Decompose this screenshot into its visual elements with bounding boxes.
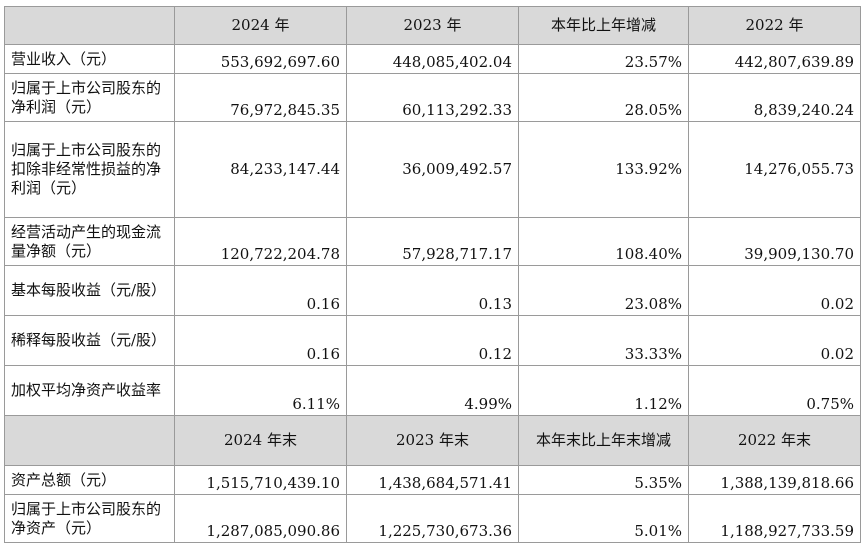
table-row: 加权平均净资产收益率 6.11% 4.99% 1.12% 0.75% bbox=[4, 365, 861, 416]
table-row: 稀释每股收益（元/股） 0.16 0.12 33.33% 0.02 bbox=[4, 315, 861, 366]
table-row: 经营活动产生的现金流量净额（元） 120,722,204.78 57,928,7… bbox=[4, 217, 861, 266]
cell-2022-end: 1,188,927,733.59 bbox=[688, 494, 861, 543]
cell-2023-end: 1,438,684,571.41 bbox=[346, 465, 519, 495]
cell-change: 133.92% bbox=[518, 121, 689, 218]
row-label: 基本每股收益（元/股） bbox=[4, 265, 175, 316]
cell-2022: 0.75% bbox=[688, 365, 861, 416]
table-row: 归属于上市公司股东的净利润（元） 76,972,845.35 60,113,29… bbox=[4, 73, 861, 122]
row-label: 经营活动产生的现金流量净额（元） bbox=[4, 217, 175, 266]
cell-2024: 0.16 bbox=[174, 265, 347, 316]
cell-change: 23.08% bbox=[518, 265, 689, 316]
cell-2024-end: 1,515,710,439.10 bbox=[174, 465, 347, 495]
table-row: 资产总额（元） 1,515,710,439.10 1,438,684,571.4… bbox=[4, 465, 861, 495]
header-change-end: 本年末比上年末增减 bbox=[518, 415, 689, 466]
cell-change: 33.33% bbox=[518, 315, 689, 366]
cell-2022: 39,909,130.70 bbox=[688, 217, 861, 266]
cell-2024: 76,972,845.35 bbox=[174, 73, 347, 122]
cell-2022: 8,839,240.24 bbox=[688, 73, 861, 122]
cell-2023: 36,009,492.57 bbox=[346, 121, 519, 218]
row-label: 归属于上市公司股东的净利润（元） bbox=[4, 73, 175, 122]
cell-2024: 553,692,697.60 bbox=[174, 44, 347, 74]
cell-2023: 60,113,292.33 bbox=[346, 73, 519, 122]
cell-change: 28.05% bbox=[518, 73, 689, 122]
table-row: 归属于上市公司股东的净资产（元） 1,287,085,090.86 1,225,… bbox=[4, 494, 861, 543]
cell-2024-end: 1,287,085,090.86 bbox=[174, 494, 347, 543]
cell-change: 23.57% bbox=[518, 44, 689, 74]
cell-2023: 4.99% bbox=[346, 365, 519, 416]
header-2023-end: 2023 年末 bbox=[346, 415, 519, 466]
header-2022-end: 2022 年末 bbox=[688, 415, 861, 466]
cell-2023: 57,928,717.17 bbox=[346, 217, 519, 266]
header-change: 本年比上年增减 bbox=[518, 6, 689, 45]
cell-2024: 84,233,147.44 bbox=[174, 121, 347, 218]
cell-2024: 0.16 bbox=[174, 315, 347, 366]
row-label: 营业收入（元） bbox=[4, 44, 175, 74]
table-row: 基本每股收益（元/股） 0.16 0.13 23.08% 0.02 bbox=[4, 265, 861, 316]
cell-2022: 0.02 bbox=[688, 265, 861, 316]
header-row-years: 2024 年 2023 年 本年比上年增减 2022 年 bbox=[4, 6, 861, 45]
header-2022: 2022 年 bbox=[688, 6, 861, 45]
cell-2023: 0.13 bbox=[346, 265, 519, 316]
header-corner-cell bbox=[4, 415, 175, 466]
header-2024-end: 2024 年末 bbox=[174, 415, 347, 466]
header-2024: 2024 年 bbox=[174, 6, 347, 45]
header-row-year-end: 2024 年末 2023 年末 本年末比上年末增减 2022 年末 bbox=[4, 415, 861, 466]
cell-2023: 448,085,402.04 bbox=[346, 44, 519, 74]
cell-2022: 442,807,639.89 bbox=[688, 44, 861, 74]
table-row: 营业收入（元） 553,692,697.60 448,085,402.04 23… bbox=[4, 44, 861, 74]
table-row: 归属于上市公司股东的扣除非经常性损益的净利润（元） 84,233,147.44 … bbox=[4, 121, 861, 218]
row-label: 加权平均净资产收益率 bbox=[4, 365, 175, 416]
cell-2022: 0.02 bbox=[688, 315, 861, 366]
row-label: 归属于上市公司股东的净资产（元） bbox=[4, 494, 175, 543]
cell-change-end: 5.01% bbox=[518, 494, 689, 543]
row-label: 稀释每股收益（元/股） bbox=[4, 315, 175, 366]
header-2023: 2023 年 bbox=[346, 6, 519, 45]
cell-change-end: 5.35% bbox=[518, 465, 689, 495]
cell-2023: 0.12 bbox=[346, 315, 519, 366]
financial-summary-table: 2024 年 2023 年 本年比上年增减 2022 年 营业收入（元） 553… bbox=[4, 6, 861, 543]
cell-2024: 120,722,204.78 bbox=[174, 217, 347, 266]
cell-change: 108.40% bbox=[518, 217, 689, 266]
row-label: 资产总额（元） bbox=[4, 465, 175, 495]
cell-2022: 14,276,055.73 bbox=[688, 121, 861, 218]
cell-change: 1.12% bbox=[518, 365, 689, 416]
cell-2022-end: 1,388,139,818.66 bbox=[688, 465, 861, 495]
cell-2023-end: 1,225,730,673.36 bbox=[346, 494, 519, 543]
cell-2024: 6.11% bbox=[174, 365, 347, 416]
header-corner-cell bbox=[4, 6, 175, 45]
row-label: 归属于上市公司股东的扣除非经常性损益的净利润（元） bbox=[4, 121, 175, 218]
